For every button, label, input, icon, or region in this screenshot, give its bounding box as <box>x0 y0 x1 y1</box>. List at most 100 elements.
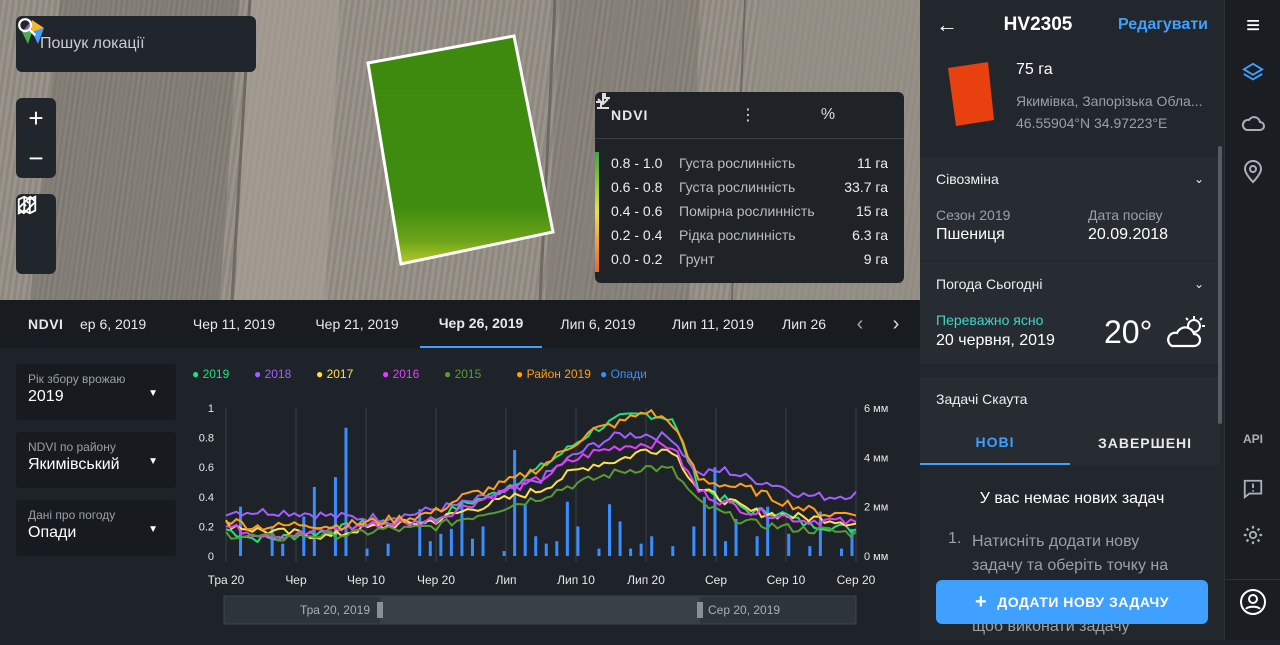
zoom-in-button[interactable]: + <box>28 103 44 133</box>
more-vert-icon[interactable]: ⋮ <box>740 107 756 124</box>
precip-bar <box>460 501 464 556</box>
ndvi-legend-row: 0.0 - 0.2 Грунт 9 га <box>595 247 904 271</box>
ndvi-class-name: Густа рослинність <box>679 179 796 195</box>
harvest-year-select[interactable]: Рік збору врожаю 2019 ▼ <box>16 364 176 420</box>
precip-bar <box>608 504 612 556</box>
dropdown-arrow-icon: ▼ <box>148 388 158 399</box>
ndvi-chart-svg: ● 2019 ● 2018 ● 2017 ● 2016 ● 2015 ● Район 20… <box>192 367 888 625</box>
precip-bar <box>544 543 548 556</box>
weather-data-select[interactable]: Дані про погоду Опади ▼ <box>16 500 176 556</box>
location-search[interactable]: Пошук локації <box>16 16 256 72</box>
select-value: Якимівський <box>28 456 120 473</box>
tab-new[interactable]: НОВІ <box>920 421 1070 465</box>
section-title: Сівозміна <box>936 171 999 187</box>
ndvi-legend-row: 0.2 - 0.4 Рідка рослинність 6.3 га <box>595 223 904 247</box>
season-crop: Пшениця <box>936 226 1005 243</box>
precip-bar <box>839 548 843 556</box>
edit-button[interactable]: Редагувати <box>1118 16 1208 33</box>
satellite-map[interactable]: Пошук локації + − NDVI ⋮ % 0.8 - 1.0 Густ… <box>0 0 920 300</box>
chevron-down-icon[interactable]: ⌄ <box>1193 277 1204 291</box>
season-label: Сезон 2019 <box>936 207 1011 223</box>
field-location: Якимівка, Запорізька Обла... <box>1016 93 1203 109</box>
series-line <box>225 448 857 540</box>
account-icon[interactable] <box>1225 588 1280 622</box>
legend-entry: ● Район 2019 <box>516 367 591 381</box>
legend-entry: ● Опади <box>600 367 647 381</box>
precip-bar <box>671 546 675 556</box>
district-ndvi-select[interactable]: NDVI по району Якимівський ▼ <box>16 432 176 488</box>
y-tick-label: 1 <box>208 403 214 415</box>
y2-tick-label: 2 мм <box>864 502 888 514</box>
precip-bar <box>513 449 517 556</box>
section-header[interactable]: Сівозміна ⌄ <box>920 157 1220 201</box>
field-boundary[interactable] <box>366 34 555 266</box>
y-tick-label: 0.6 <box>199 462 214 474</box>
y2-tick-label: 6 мм <box>864 403 888 415</box>
precip-bar <box>650 536 654 556</box>
panel-scrollbar[interactable] <box>1218 146 1222 424</box>
menu-icon[interactable]: ≡ <box>1245 12 1260 39</box>
panel-header: ← HV2305 Редагувати <box>920 0 1224 50</box>
precip-bar <box>470 538 474 556</box>
x-tick-label: Лип <box>495 573 516 587</box>
add-task-label: ДОДАТИ НОВУ ЗАДАЧУ <box>997 594 1169 610</box>
feedback-icon[interactable] <box>1225 478 1280 506</box>
precip-bar <box>692 526 696 556</box>
api-link[interactable]: API <box>1242 432 1263 446</box>
section-header[interactable]: Погода Сьогодні ⌄ <box>920 262 1220 306</box>
y-tick-label: 0.8 <box>199 433 214 445</box>
precip-bar <box>312 486 316 556</box>
precip-bar <box>523 504 527 556</box>
season-block: Сезон 2019 Пшениця <box>936 207 1010 244</box>
ndvi-class-name: Рідка рослинність <box>679 227 796 243</box>
precip-bar <box>702 496 706 556</box>
cloud-icon[interactable] <box>1225 112 1280 140</box>
right-nav-rail: ≡ API <box>1224 0 1280 640</box>
weather-section: Погода Сьогодні ⌄ Переважно ясно 20 червн… <box>920 262 1220 364</box>
search-input[interactable]: Пошук локації <box>40 35 145 52</box>
step-instruction: Натисніть додати нову задачу та оберіть … <box>972 533 1169 574</box>
precip-bar <box>755 536 759 556</box>
select-label: Рік збору врожаю <box>28 372 126 386</box>
y2-tick-label: 0 мм <box>864 551 888 563</box>
precip-bar <box>576 526 580 556</box>
search-icon[interactable] <box>16 16 38 38</box>
add-task-button[interactable]: + ДОДАТИ НОВУ ЗАДАЧУ <box>936 580 1208 624</box>
x-tick-label: Сер 10 <box>767 573 806 587</box>
tab-completed[interactable]: ЗАВЕРШЕНІ <box>1097 435 1193 451</box>
precip-bar <box>439 533 443 556</box>
precip-bar <box>365 548 369 556</box>
chevron-down-icon[interactable]: ⌄ <box>1193 172 1204 186</box>
date-tab[interactable]: ер 6, 2019 <box>80 316 147 332</box>
section-title: Погода Сьогодні <box>936 276 1043 292</box>
field-area: 75 га <box>1016 61 1053 78</box>
precip-bar <box>808 546 812 556</box>
chevron-right-icon[interactable]: › <box>892 312 900 335</box>
date-timeline: NDVI ер 6, 2019 Чер 11, 2019 Чер 21, 201… <box>0 300 920 348</box>
sowing-date-label: Дата посіву <box>1088 207 1163 223</box>
partly-cloudy-icon <box>1167 316 1205 348</box>
location-pin-icon[interactable] <box>1225 160 1280 190</box>
date-tab[interactable]: Лип 11, 2019 <box>672 316 754 332</box>
layers-icon[interactable] <box>1225 62 1280 90</box>
map-layers-icon[interactable] <box>16 194 38 216</box>
field-coordinates: 46.55904°N 34.97223°E <box>1016 115 1168 131</box>
settings-icon[interactable] <box>1225 524 1280 552</box>
ndvi-legend-panel: NDVI ⋮ % 0.8 - 1.0 Густа рослинність 11 га… <box>595 92 904 283</box>
date-tab-active[interactable]: Чер 26, 2019 <box>420 300 542 348</box>
date-tab[interactable]: Лип 6, 2019 <box>560 316 636 332</box>
range-start-label: Тра 20, 2019 <box>300 603 370 617</box>
chevron-left-icon[interactable]: ‹ <box>856 312 864 335</box>
percent-icon[interactable]: % <box>820 106 836 123</box>
precip-bar <box>597 548 601 556</box>
plus-icon: + <box>975 590 988 613</box>
x-tick-label: Сер <box>705 573 727 587</box>
step-number: 1. <box>948 530 962 547</box>
precip-bar <box>386 543 390 556</box>
zoom-out-button[interactable]: − <box>28 143 44 173</box>
range-selection <box>380 596 700 624</box>
date-tab[interactable]: Лип 26 <box>782 316 827 332</box>
date-tab[interactable]: Чер 21, 2019 <box>315 316 399 332</box>
date-tab[interactable]: Чер 11, 2019 <box>192 316 276 332</box>
back-arrow-icon[interactable]: ← <box>936 12 958 37</box>
